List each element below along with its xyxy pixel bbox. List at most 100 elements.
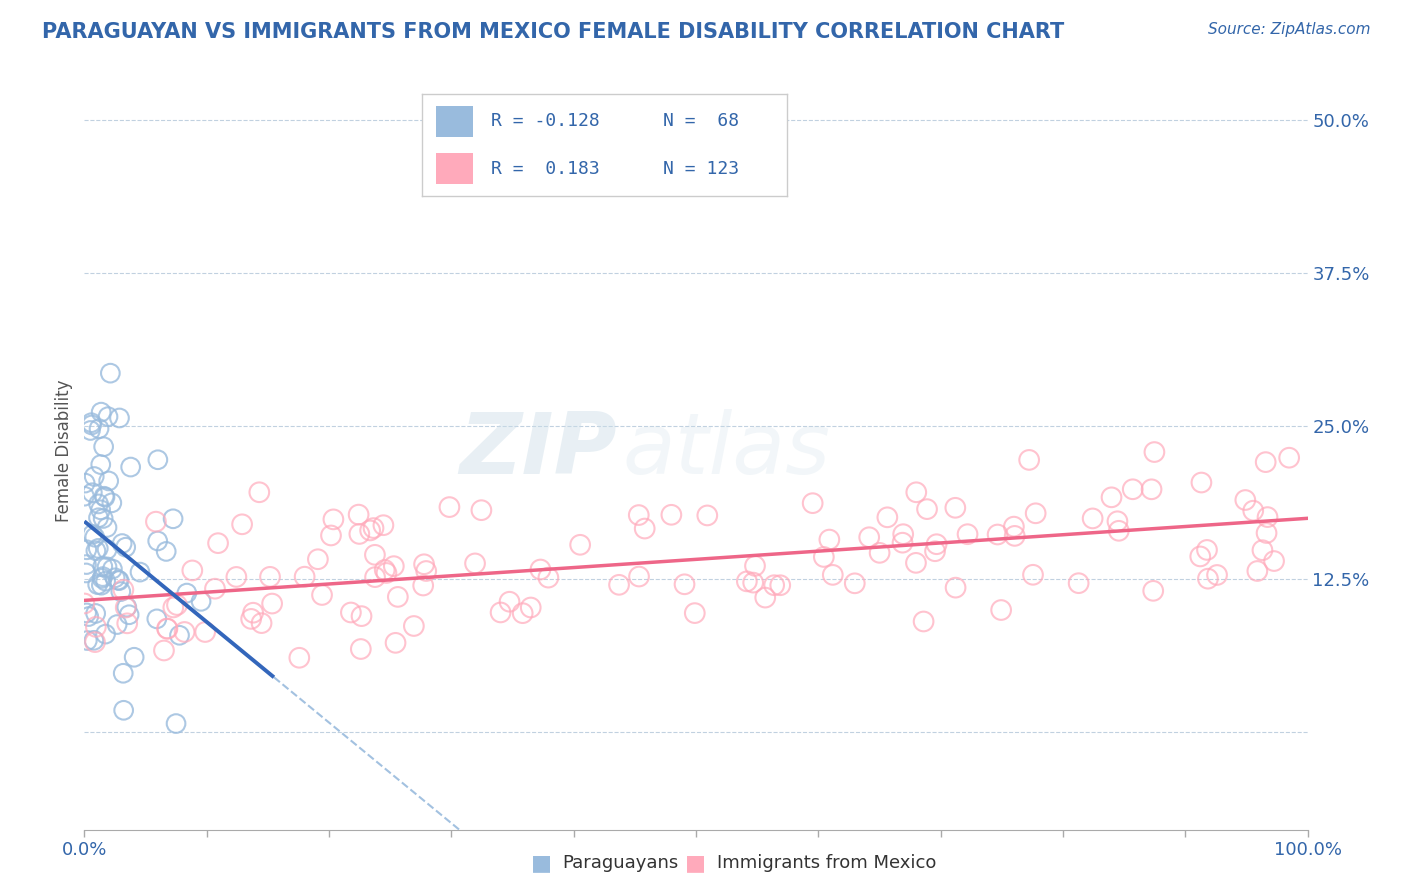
Point <box>79 424 101 438</box>
Point <box>1022 567 1045 582</box>
Point <box>319 528 342 542</box>
Point <box>1067 576 1090 591</box>
Point <box>108 411 131 425</box>
Point <box>110 584 132 599</box>
Point <box>73 489 96 503</box>
Point <box>91 559 114 574</box>
Point <box>1140 483 1163 497</box>
Point <box>155 544 177 558</box>
Point <box>915 502 938 516</box>
Point <box>470 503 492 517</box>
Text: ■: ■ <box>686 854 706 873</box>
Point <box>412 578 434 592</box>
Point <box>498 595 520 609</box>
Text: R =  0.183: R = 0.183 <box>491 160 600 178</box>
Point <box>382 559 405 574</box>
Point <box>75 566 97 580</box>
Point <box>169 628 191 642</box>
Point <box>73 597 96 611</box>
Point <box>80 417 103 432</box>
Point <box>90 458 112 472</box>
Point <box>112 703 135 717</box>
Point <box>247 485 270 500</box>
Point <box>464 557 486 571</box>
Text: N = 123: N = 123 <box>664 160 740 178</box>
Point <box>801 496 824 510</box>
Point <box>769 578 792 592</box>
Point <box>194 625 217 640</box>
Point <box>340 606 363 620</box>
Point <box>162 512 184 526</box>
Point <box>1251 543 1274 558</box>
Point <box>349 527 371 541</box>
Point <box>1195 543 1218 558</box>
Point <box>987 527 1010 541</box>
Point <box>1107 514 1129 528</box>
Point <box>115 616 138 631</box>
Point <box>111 536 134 550</box>
Point <box>96 560 118 574</box>
Point <box>204 582 226 596</box>
Point <box>402 619 425 633</box>
Point <box>891 535 914 549</box>
Point <box>87 422 110 436</box>
Point <box>1101 491 1123 505</box>
Point <box>165 716 187 731</box>
Point <box>1234 493 1257 508</box>
Point <box>537 571 560 585</box>
Point <box>101 562 124 576</box>
Point <box>529 562 551 576</box>
Point <box>118 607 141 622</box>
Point <box>84 635 107 649</box>
Point <box>439 500 461 514</box>
Text: ■: ■ <box>531 854 551 873</box>
Point <box>173 624 195 639</box>
Point <box>924 544 946 558</box>
Point <box>735 574 758 589</box>
Point <box>240 612 263 626</box>
Point <box>607 578 630 592</box>
Point <box>153 643 176 657</box>
Point <box>1081 511 1104 525</box>
Point <box>162 600 184 615</box>
Point <box>146 452 169 467</box>
Point <box>82 527 104 541</box>
Point <box>1189 549 1212 564</box>
Point <box>146 612 169 626</box>
Point <box>122 650 145 665</box>
Point <box>231 517 253 532</box>
Point <box>114 600 136 615</box>
Point <box>90 405 112 419</box>
Point <box>415 564 437 578</box>
Point <box>86 577 108 591</box>
Point <box>76 606 98 620</box>
Point <box>1189 475 1212 490</box>
Text: ZIP: ZIP <box>458 409 616 492</box>
Point <box>904 556 927 570</box>
Point <box>659 508 682 522</box>
Point <box>956 527 979 541</box>
Point <box>311 588 333 602</box>
Point <box>294 570 316 584</box>
Point <box>114 540 136 554</box>
Point <box>307 552 329 566</box>
Point <box>112 582 135 597</box>
Point <box>115 600 138 615</box>
Point <box>1263 554 1285 568</box>
Point <box>673 577 696 591</box>
Point <box>288 650 311 665</box>
Point <box>96 542 118 557</box>
Point <box>1002 519 1025 533</box>
Point <box>75 476 97 491</box>
Point <box>84 620 107 634</box>
Point <box>1241 504 1264 518</box>
Point <box>387 590 409 604</box>
Point <box>146 533 169 548</box>
Point <box>93 440 115 454</box>
Point <box>1122 483 1144 497</box>
Text: PARAGUAYAN VS IMMIGRANTS FROM MEXICO FEMALE DISABILITY CORRELATION CHART: PARAGUAYAN VS IMMIGRANTS FROM MEXICO FEM… <box>42 22 1064 42</box>
Point <box>744 558 766 573</box>
Point <box>77 609 100 624</box>
Bar <box>436 153 472 184</box>
Point <box>87 510 110 524</box>
